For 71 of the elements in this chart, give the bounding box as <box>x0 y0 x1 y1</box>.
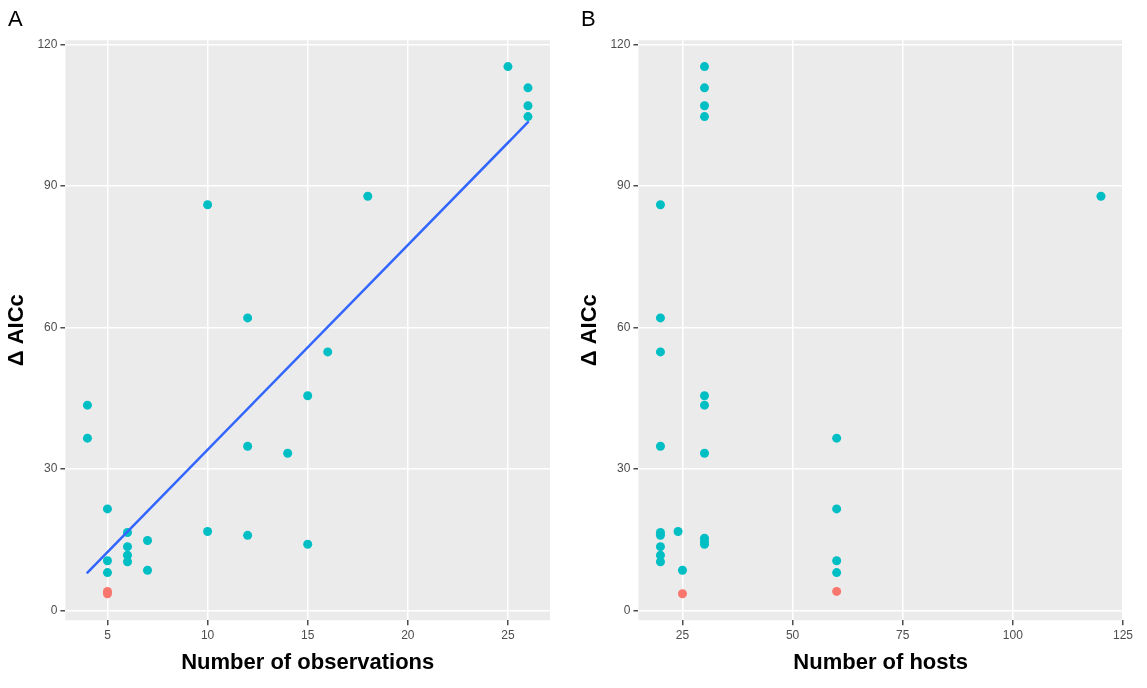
point <box>303 391 313 401</box>
point <box>523 83 533 93</box>
point <box>700 101 709 111</box>
chart-title: A <box>8 6 23 32</box>
point <box>655 557 665 567</box>
point <box>832 586 842 596</box>
point <box>655 347 665 357</box>
y-tick-label: 120 <box>610 36 631 51</box>
point <box>323 347 333 357</box>
point <box>123 557 132 567</box>
point <box>677 565 687 575</box>
point <box>832 556 842 566</box>
y-axis-title: Δ AICc <box>576 294 602 367</box>
point <box>523 112 533 122</box>
point <box>123 542 132 552</box>
point <box>82 400 92 410</box>
point <box>143 536 153 546</box>
point <box>700 62 709 72</box>
x-tick-label: 25 <box>675 627 690 642</box>
point <box>832 433 842 443</box>
y-tick-label: 60 <box>44 319 58 334</box>
x-tick-label: 100 <box>1002 627 1024 642</box>
y-tick-label: 0 <box>50 602 58 617</box>
x-tick-label: 5 <box>104 627 112 642</box>
point <box>700 83 709 93</box>
y-axis-title: Δ AICc <box>3 294 29 367</box>
point <box>673 527 683 537</box>
x-axis-title: Number of hosts <box>793 648 969 674</box>
x-tick-label: 125 <box>1112 627 1134 642</box>
y-tick-label: 120 <box>37 36 58 51</box>
point <box>655 542 665 552</box>
point <box>832 504 842 514</box>
point <box>303 539 313 549</box>
point <box>203 200 213 210</box>
point <box>523 101 533 111</box>
point <box>700 400 709 410</box>
point <box>655 441 665 451</box>
x-tick-label: 20 <box>401 627 415 642</box>
point <box>700 448 709 458</box>
chart-title: B <box>581 6 596 32</box>
x-tick-label: 15 <box>301 627 315 642</box>
x-tick-label: 75 <box>896 627 910 642</box>
point <box>102 568 112 578</box>
point <box>283 448 293 458</box>
point <box>677 589 687 599</box>
point <box>832 568 842 578</box>
y-tick-label: 0 <box>623 602 631 617</box>
point <box>655 200 665 210</box>
y-tick-label: 30 <box>44 461 58 476</box>
point <box>243 313 253 323</box>
point <box>82 433 92 443</box>
x-axis-title: Number of observations <box>181 648 435 674</box>
point <box>102 504 112 514</box>
point <box>1096 191 1106 201</box>
x-tick-label: 25 <box>501 627 515 642</box>
point <box>700 391 709 401</box>
point <box>243 530 253 540</box>
point <box>363 191 373 201</box>
point <box>102 556 112 566</box>
x-tick-label: 10 <box>200 627 215 642</box>
y-tick-label: 90 <box>44 178 58 193</box>
point <box>655 313 665 323</box>
point <box>203 527 213 537</box>
point <box>700 112 709 122</box>
y-tick-label: 60 <box>617 319 631 334</box>
y-tick-label: 90 <box>617 178 631 193</box>
y-tick-label: 30 <box>617 461 631 476</box>
point <box>243 441 253 451</box>
x-tick-label: 50 <box>785 627 800 642</box>
point <box>503 62 513 72</box>
point <box>143 565 153 575</box>
